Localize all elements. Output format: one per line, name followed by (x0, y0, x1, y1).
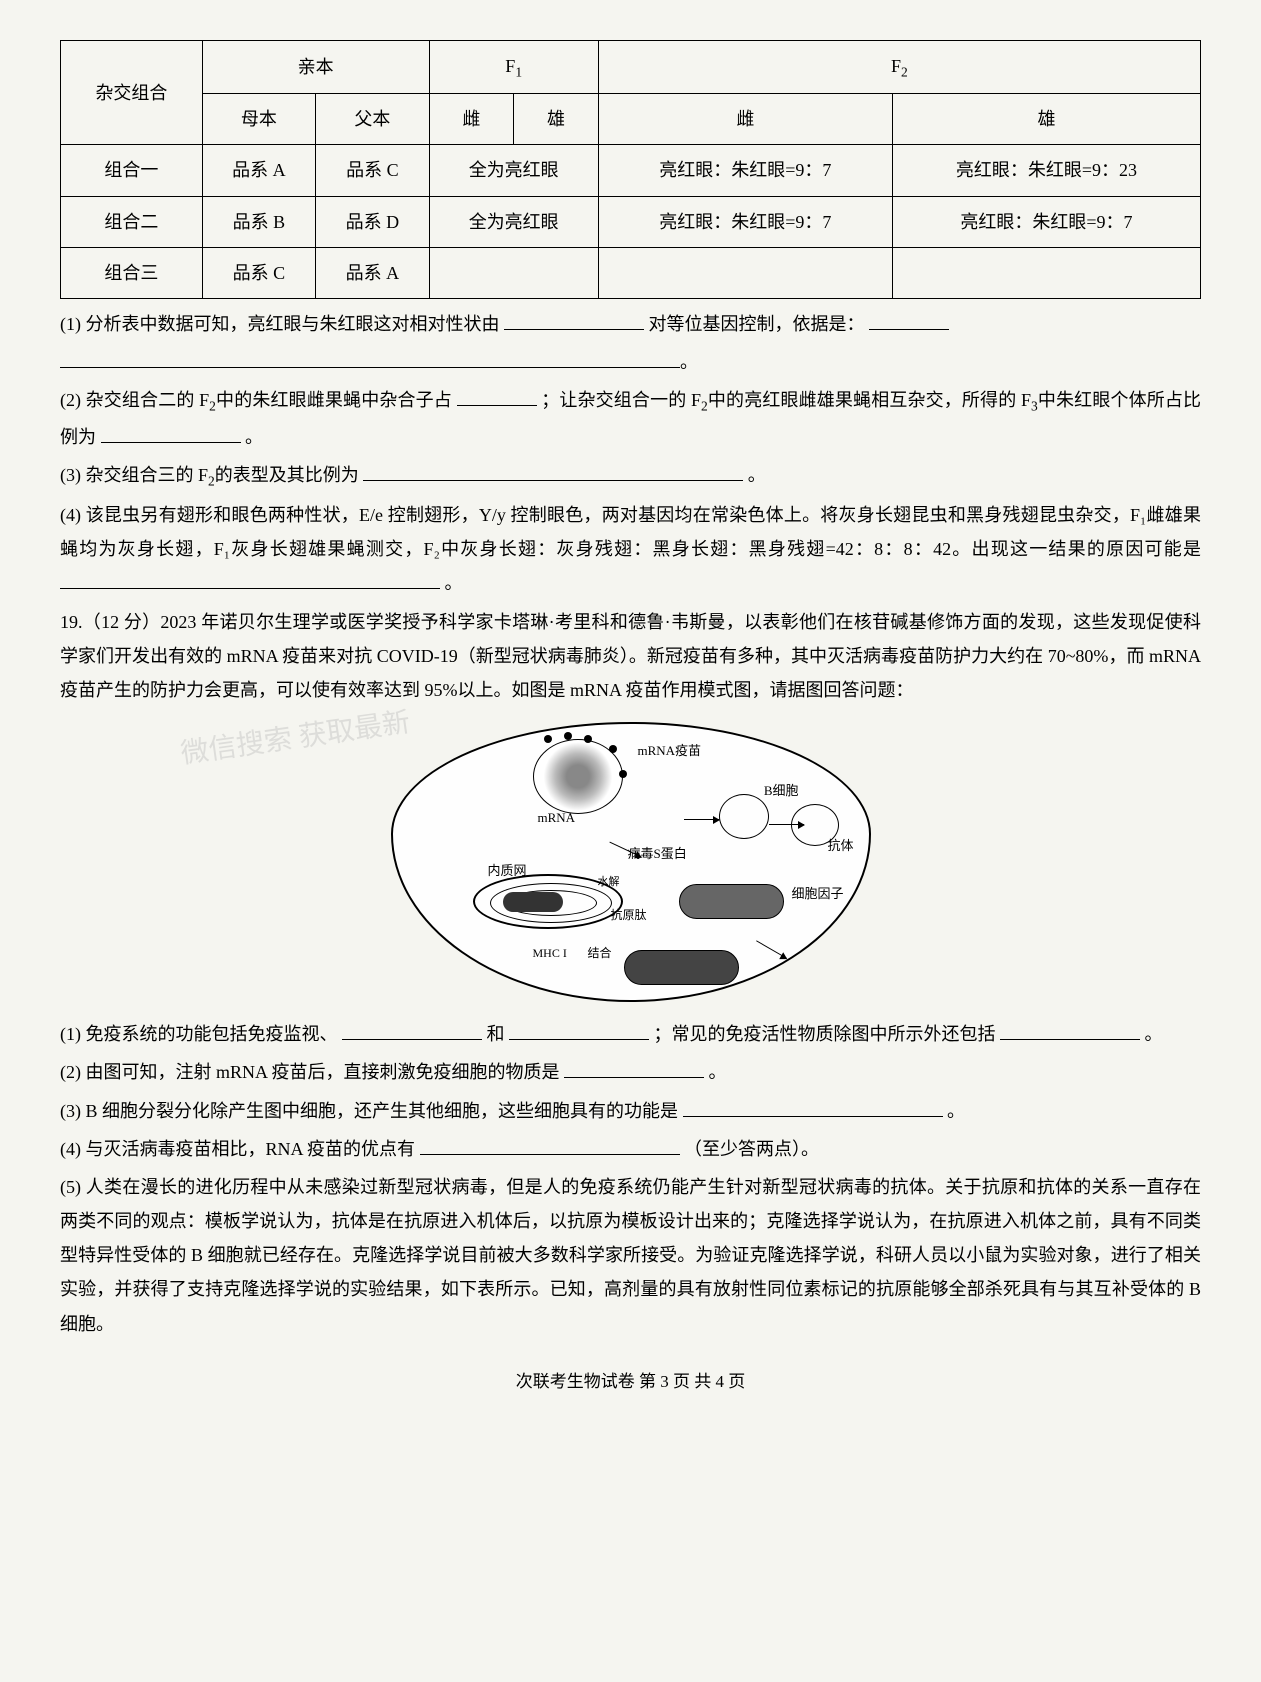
blank (60, 350, 680, 368)
header-father: 父本 (316, 94, 429, 145)
genetics-cross-table: 杂交组合 亲本 F1 F2 母本 父本 雌 雄 雌 雄 组合一 品系 A 品系 … (60, 40, 1201, 299)
blank (60, 571, 440, 589)
header-f2: F2 (598, 41, 1200, 94)
table-row: 组合二 品系 B 品系 D 全为亮红眼 亮红眼：朱红眼=9：7 亮红眼：朱红眼=… (61, 196, 1201, 247)
blank (1000, 1022, 1140, 1040)
question-19-3: (3) B 细胞分裂分化除产生图中细胞，还产生其他细胞，这些细胞具有的功能是 。 (60, 1094, 1201, 1128)
header-f2-male: 雄 (892, 94, 1200, 145)
ribosome-shape (503, 892, 563, 912)
header-f1-female: 雌 (429, 94, 514, 145)
blank (504, 312, 644, 330)
header-f2-female: 雌 (598, 94, 892, 145)
label-mrna: mRNA (538, 806, 576, 831)
question-3: (3) 杂交组合三的 F2的表型及其比例为 。 (60, 458, 1201, 494)
bcell-shape (719, 794, 769, 839)
blank (683, 1099, 943, 1117)
question-19-1: (1) 免疫系统的功能包括免疫监视、 和 ；常见的免疫活性物质除图中所示外还包括… (60, 1017, 1201, 1051)
question-19-5: (5) 人类在漫长的进化历程中从未感染过新型冠状病毒，但是人的免疫系统仍能产生针… (60, 1170, 1201, 1341)
question-19-intro: 19.（12 分）2023 年诺贝尔生理学或医学奖授予科学家卡塔琳·考里科和德鲁… (60, 605, 1201, 708)
nucleus-shape (533, 739, 623, 814)
label-cytokine: 细胞因子 (791, 882, 843, 907)
header-combo: 杂交组合 (61, 41, 203, 145)
blank (363, 463, 743, 481)
label-combine: 结合 (588, 942, 612, 965)
question-19-4: (4) 与灭活病毒疫苗相比，RNA 疫苗的优点有 （至少答两点）。 (60, 1132, 1201, 1166)
watermark: 微信搜索 获取最新 (177, 696, 413, 781)
helper-t-shape (679, 884, 784, 919)
mrna-vaccine-diagram: mRNA疫苗 mRNA B细胞 抗体 病毒S蛋白 内质网 水解 细胞核 抗原肽 … (391, 722, 871, 1002)
header-parent: 亲本 (202, 41, 429, 94)
table-row: 组合三 品系 C 品系 A (61, 247, 1201, 298)
blank (342, 1022, 482, 1040)
cyto-t-shape (624, 950, 739, 985)
blank (457, 388, 537, 406)
blank (420, 1137, 680, 1155)
blank (869, 312, 949, 330)
question-1-continuation: 。 (60, 345, 1201, 379)
label-mrna-vaccine: mRNA疫苗 (638, 739, 702, 764)
header-mother: 母本 (202, 94, 315, 145)
blank (101, 425, 241, 443)
table-row: 组合一 品系 A 品系 C 全为亮红眼 亮红眼：朱红眼=9：7 亮红眼：朱红眼=… (61, 145, 1201, 196)
page-footer: 次联考生物试卷 第 3 页 共 4 页 (60, 1366, 1201, 1398)
label-mhc: MHC I (533, 942, 567, 965)
question-2: (2) 杂交组合二的 F2中的朱红眼雌果蝇中杂合子占 ；让杂交组合一的 F2中的… (60, 383, 1201, 453)
arrow-icon (684, 819, 719, 820)
arrow-icon (769, 824, 804, 825)
blank (509, 1022, 649, 1040)
header-f1-male: 雄 (514, 94, 599, 145)
question-4: (4) 该昆虫另有翅形和眼色两种性状，E/e 控制翅形，Y/y 控制眼色，两对基… (60, 498, 1201, 601)
header-f1: F1 (429, 41, 598, 94)
blank (564, 1060, 704, 1078)
arrow-icon (756, 940, 787, 958)
question-19-2: (2) 由图可知，注射 mRNA 疫苗后，直接刺激免疫细胞的物质是 。 (60, 1055, 1201, 1089)
label-bcell: B细胞 (764, 779, 799, 804)
question-1: (1) 分析表中数据可知，亮红眼与朱红眼这对相对性状由 对等位基因控制，依据是： (60, 307, 1201, 341)
